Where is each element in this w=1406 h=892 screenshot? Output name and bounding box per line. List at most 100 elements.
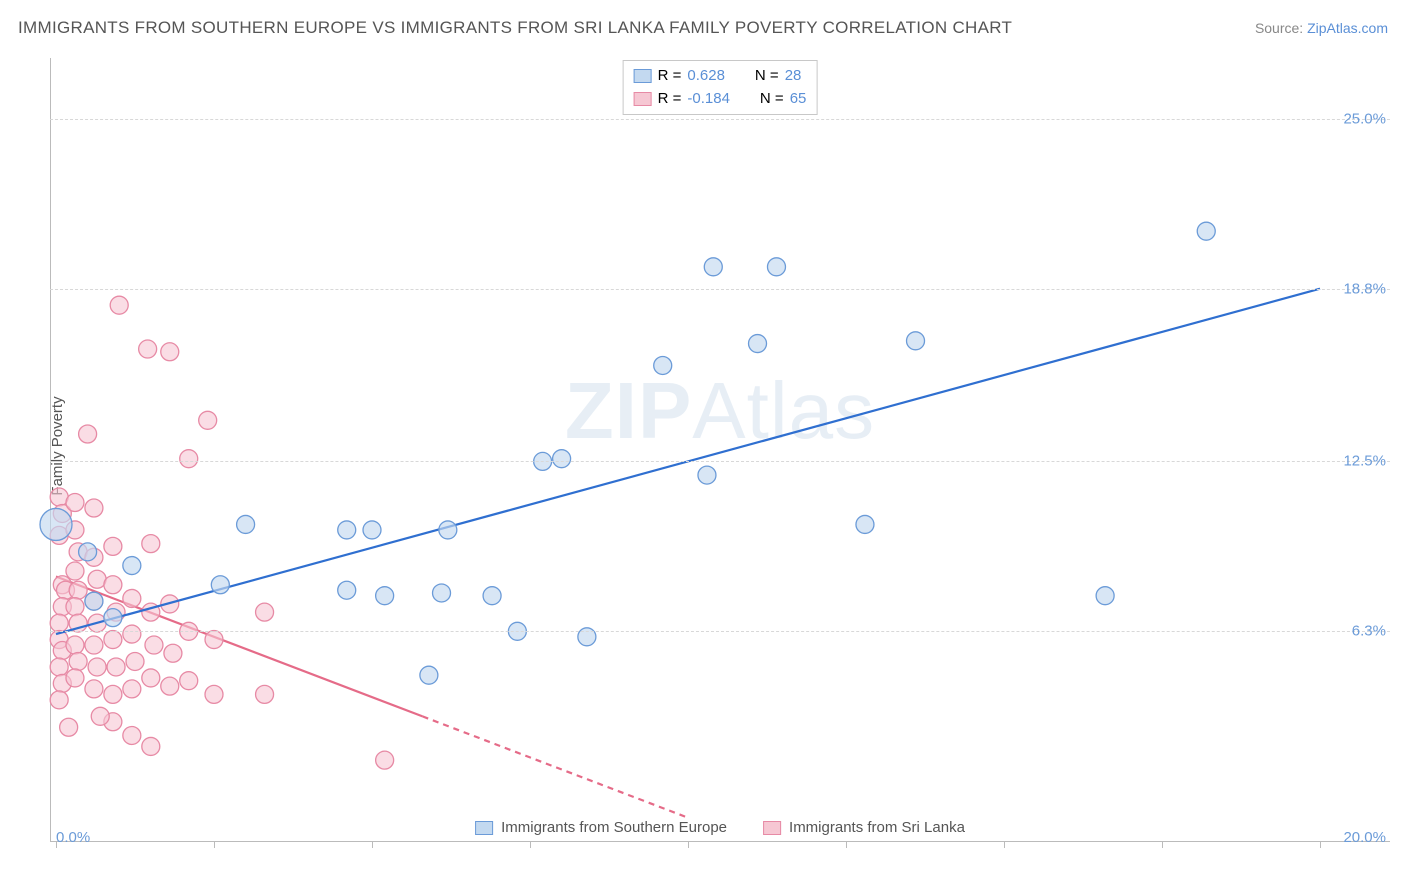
xtick-mark (372, 842, 373, 848)
source-prefix: Source: (1255, 20, 1307, 36)
scatter-point (199, 411, 217, 429)
scatter-point (749, 335, 767, 353)
scatter-point (145, 636, 163, 654)
scatter-point (50, 658, 68, 676)
ytick-label: 12.5% (1343, 453, 1386, 470)
scatter-point (180, 450, 198, 468)
title-bar: IMMIGRANTS FROM SOUTHERN EUROPE VS IMMIG… (18, 18, 1388, 38)
chart-svg (50, 58, 1390, 842)
scatter-point (180, 672, 198, 690)
scatter-point (123, 726, 141, 744)
scatter-point (363, 521, 381, 539)
n-value-1: 65 (790, 88, 807, 111)
scatter-point (1197, 222, 1215, 240)
scatter-point (50, 614, 68, 632)
scatter-point (237, 515, 255, 533)
bottom-legend: Immigrants from Southern Europe Immigran… (475, 819, 965, 836)
scatter-point (123, 625, 141, 643)
scatter-point (439, 521, 457, 539)
scatter-point (420, 666, 438, 684)
scatter-point (698, 466, 716, 484)
scatter-point (164, 644, 182, 662)
xtick-label: 0.0% (56, 829, 90, 846)
scatter-point (88, 658, 106, 676)
scatter-point (60, 718, 78, 736)
xtick-mark (1004, 842, 1005, 848)
scatter-point (104, 537, 122, 555)
scatter-point (69, 652, 87, 670)
r-label-1: R = (658, 88, 682, 111)
scatter-point (856, 515, 874, 533)
n-label-1: N = (760, 88, 784, 111)
scatter-point (767, 258, 785, 276)
scatter-point (142, 737, 160, 755)
r-value-0: 0.628 (687, 65, 725, 88)
scatter-point (85, 680, 103, 698)
swatch-blue (634, 69, 652, 83)
scatter-point (69, 581, 87, 599)
scatter-point (704, 258, 722, 276)
scatter-point (376, 587, 394, 605)
n-label-0: N = (755, 65, 779, 88)
ytick-label: 18.8% (1343, 280, 1386, 297)
scatter-point (104, 576, 122, 594)
scatter-point (907, 332, 925, 350)
source-label: Source: ZipAtlas.com (1255, 20, 1388, 36)
scatter-point (123, 589, 141, 607)
scatter-point (66, 598, 84, 616)
source-link[interactable]: ZipAtlas.com (1307, 20, 1388, 36)
scatter-point (91, 707, 109, 725)
scatter-point (161, 343, 179, 361)
xtick-mark (530, 842, 531, 848)
scatter-point (654, 356, 672, 374)
xtick-label: 20.0% (1343, 829, 1386, 846)
gridline (50, 461, 1390, 462)
stats-legend: R = 0.628 N = 28 R = -0.184 N = 65 (623, 60, 818, 115)
scatter-point (79, 425, 97, 443)
scatter-point (205, 631, 223, 649)
scatter-point (205, 685, 223, 703)
scatter-point (50, 691, 68, 709)
xtick-mark (214, 842, 215, 848)
scatter-point (66, 494, 84, 512)
gridline (50, 289, 1390, 290)
chart-title: IMMIGRANTS FROM SOUTHERN EUROPE VS IMMIG… (18, 18, 1012, 38)
xtick-mark (846, 842, 847, 848)
stats-row-blue: R = 0.628 N = 28 (634, 65, 807, 88)
swatch-blue-2 (475, 821, 493, 835)
r-value-1: -0.184 (687, 88, 730, 111)
ytick-label: 6.3% (1352, 623, 1386, 640)
scatter-point (66, 562, 84, 580)
scatter-point (85, 499, 103, 517)
stats-row-pink: R = -0.184 N = 65 (634, 88, 807, 111)
scatter-point (85, 636, 103, 654)
scatter-point (256, 685, 274, 703)
scatter-point (79, 543, 97, 561)
xtick-mark (688, 842, 689, 848)
scatter-point (123, 557, 141, 575)
scatter-point (104, 631, 122, 649)
scatter-point (483, 587, 501, 605)
plot-area: ZIPAtlas R = 0.628 N = 28 R = -0.184 N =… (50, 58, 1390, 842)
legend-label-pink: Immigrants from Sri Lanka (789, 819, 965, 836)
swatch-pink-2 (763, 821, 781, 835)
scatter-point (553, 450, 571, 468)
legend-item-blue: Immigrants from Southern Europe (475, 819, 727, 836)
scatter-point (1096, 587, 1114, 605)
scatter-point (110, 296, 128, 314)
scatter-point (123, 680, 141, 698)
scatter-point (338, 521, 356, 539)
scatter-point (256, 603, 274, 621)
scatter-point (139, 340, 157, 358)
scatter-point (126, 652, 144, 670)
scatter-point (107, 658, 125, 676)
regression-line-dashed (423, 716, 688, 817)
scatter-point (338, 581, 356, 599)
swatch-pink (634, 92, 652, 106)
ytick-label: 25.0% (1343, 110, 1386, 127)
xtick-mark (1320, 842, 1321, 848)
scatter-point (142, 669, 160, 687)
scatter-point (40, 508, 72, 540)
legend-item-pink: Immigrants from Sri Lanka (763, 819, 965, 836)
scatter-point (211, 576, 229, 594)
